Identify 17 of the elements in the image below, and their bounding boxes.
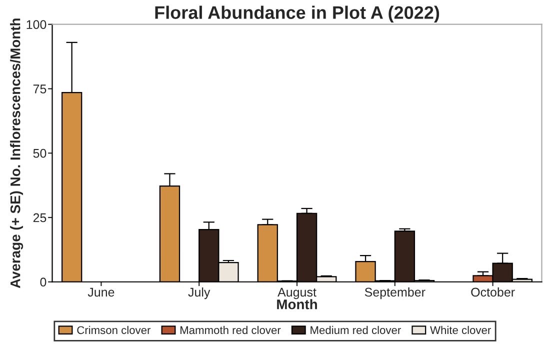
x-tick-label: September [364,287,426,300]
x-tick-label: October [471,287,515,297]
chart-title: Floral Abundance in Plot A (2022) [155,6,440,23]
x-axis-title: Month [277,299,317,310]
x-tick-label: July [188,287,210,300]
x-tick-label: June [88,288,114,297]
y-tick-label: 75 [33,84,46,94]
y-tick-label: 50 [33,148,46,158]
y-tick-label: 25 [33,213,46,222]
y-tick-label: 0 [40,278,46,287]
legend-label: Mammoth red clover [180,326,281,334]
y-tick-label: 100 [26,20,46,30]
legend-label: White clover [430,326,491,334]
y-axis-title: Average (+ SE) No. Inflorescences/Month [10,18,24,288]
legend-label: Crimson clover [77,326,151,334]
legend-label: Medium red clover [310,326,401,334]
x-tick-label: August [278,288,316,300]
